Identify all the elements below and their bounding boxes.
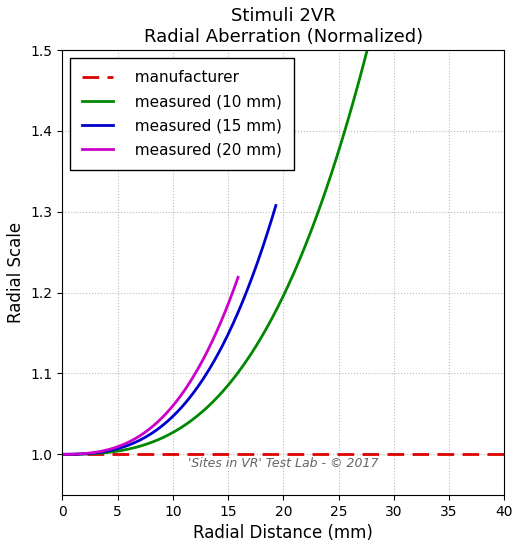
Line:   measured (15 mm): measured (15 mm) bbox=[62, 205, 276, 455]
  measured (10 mm) bbox=[77, 451, 84, 457]
  measured (10 mm) bbox=[311, 220, 317, 227]
Legend:   manufacturer,   measured (10 mm),   measured (15 mm),   measured (20 mm): manufacturer, measured (10 mm), measured… bbox=[70, 58, 294, 170]
  manufacturer bbox=[378, 451, 384, 458]
  measured (10 mm) bbox=[225, 383, 231, 389]
Y-axis label: Radial Scale: Radial Scale bbox=[7, 222, 25, 323]
  manufacturer bbox=[337, 451, 344, 458]
  measured (15 mm) bbox=[243, 290, 249, 296]
  measured (15 mm) bbox=[91, 450, 97, 456]
  measured (15 mm) bbox=[59, 451, 66, 458]
  measured (20 mm) bbox=[200, 356, 206, 363]
Line:   measured (20 mm): measured (20 mm) bbox=[62, 277, 238, 455]
  measured (15 mm) bbox=[119, 444, 125, 451]
  measured (20 mm) bbox=[130, 436, 136, 443]
  manufacturer bbox=[381, 451, 387, 458]
  measured (15 mm) bbox=[157, 424, 163, 430]
  measured (15 mm) bbox=[126, 442, 132, 449]
  measured (10 mm) bbox=[365, 43, 371, 50]
  measured (20 mm) bbox=[127, 438, 134, 445]
  measured (10 mm) bbox=[59, 451, 66, 458]
  manufacturer bbox=[59, 451, 66, 458]
Line:   measured (10 mm): measured (10 mm) bbox=[62, 47, 368, 455]
  manufacturer bbox=[112, 451, 119, 458]
  measured (20 mm) bbox=[154, 419, 161, 425]
  measured (15 mm) bbox=[272, 202, 279, 209]
  measured (15 mm) bbox=[144, 433, 150, 440]
  measured (20 mm) bbox=[75, 451, 81, 457]
  measured (20 mm) bbox=[59, 451, 66, 458]
  manufacturer bbox=[234, 451, 240, 458]
  measured (10 mm) bbox=[116, 447, 123, 454]
  manufacturer bbox=[501, 451, 508, 458]
Text: 'Sites in VR' Test Lab - © 2017: 'Sites in VR' Test Lab - © 2017 bbox=[188, 457, 379, 470]
X-axis label: Radial Distance (mm): Radial Distance (mm) bbox=[193, 524, 373, 542]
Title: Stimuli 2VR
Radial Aberration (Normalized): Stimuli 2VR Radial Aberration (Normalize… bbox=[144, 7, 423, 46]
  measured (10 mm) bbox=[214, 395, 220, 401]
  measured (20 mm) bbox=[189, 376, 195, 383]
  measured (20 mm) bbox=[235, 274, 241, 281]
  measured (10 mm) bbox=[265, 323, 271, 330]
  manufacturer bbox=[203, 451, 210, 458]
